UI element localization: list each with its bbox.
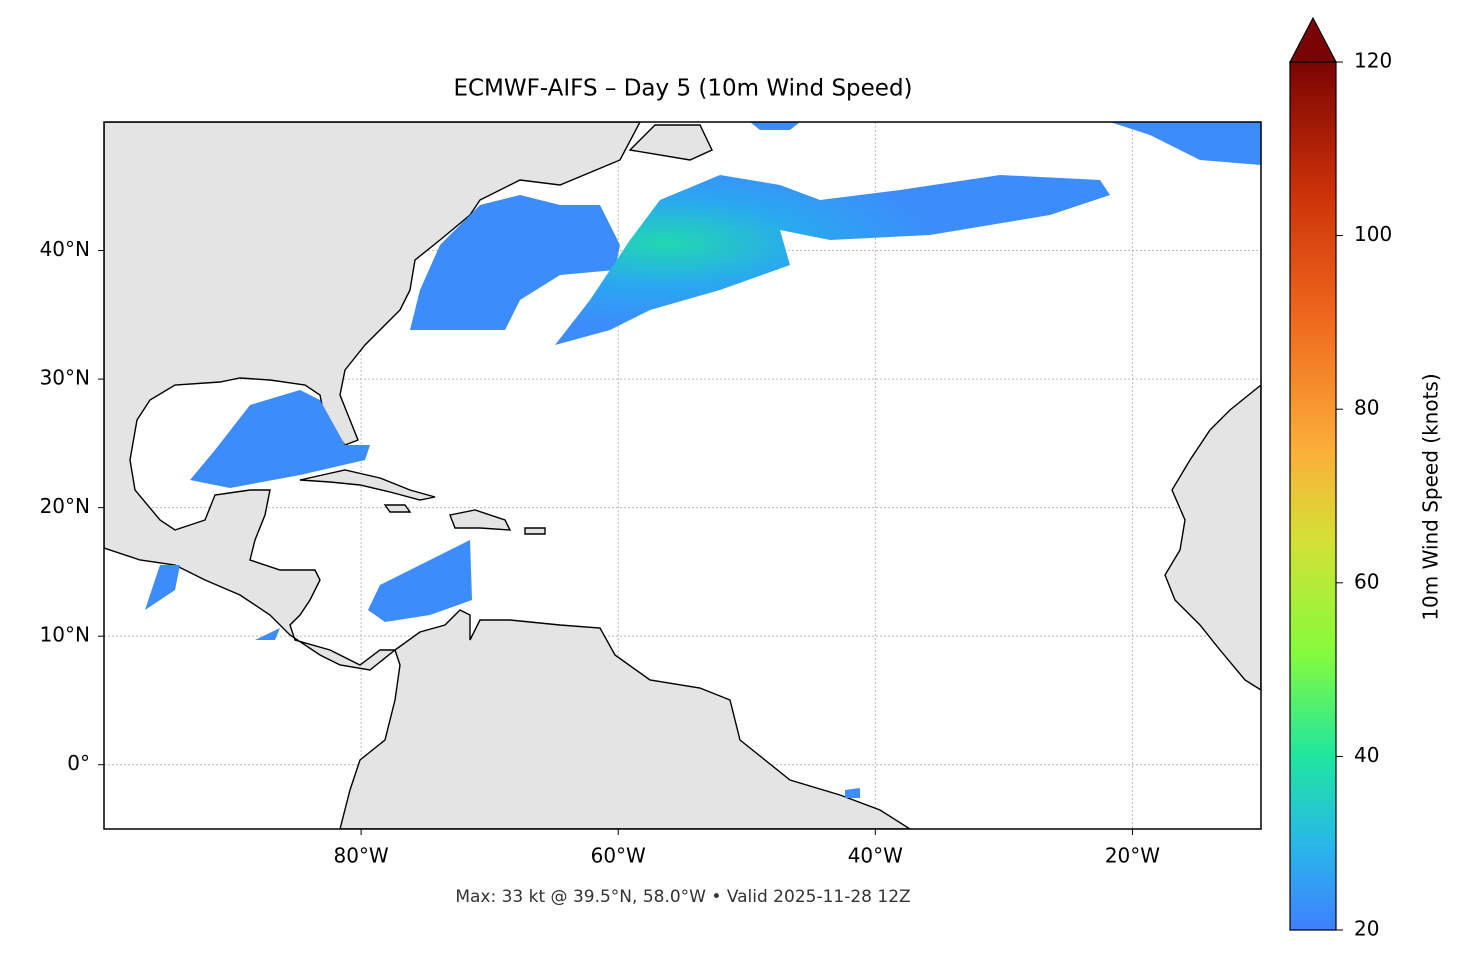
x-tick-label: 60°W bbox=[591, 844, 646, 868]
axes: 80°W 60°W 40°W 20°W 0° 10°N 20°N 30°N 40°N bbox=[40, 237, 1161, 867]
subtitle: Max: 33 kt @ 39.5°N, 58.0°W • Valid 2025… bbox=[455, 887, 910, 907]
y-tick-label: 10°N bbox=[40, 623, 90, 647]
colorbar-tick-label: 60 bbox=[1354, 569, 1379, 593]
colorbar-label: 10m Wind Speed (knots) bbox=[1419, 373, 1443, 620]
colorbar-tick-label: 120 bbox=[1354, 49, 1392, 73]
map-title: ECMWF-AIFS – Day 5 (10m Wind Speed) bbox=[453, 76, 912, 102]
land bbox=[104, 122, 1261, 829]
map-frame bbox=[103, 121, 1262, 830]
y-tick-label: 40°N bbox=[40, 237, 90, 261]
colorbar-tick-label: 100 bbox=[1354, 222, 1392, 246]
colorbar-scale bbox=[1289, 61, 1337, 931]
colorbar-tick-label: 80 bbox=[1354, 396, 1379, 420]
colorbar-tick-label: 40 bbox=[1354, 743, 1379, 767]
y-tick-label: 20°N bbox=[40, 494, 90, 518]
colorbar-extend bbox=[1289, 16, 1337, 63]
colorbar: 20 40 60 80 100 120 bbox=[1289, 16, 1392, 941]
x-tick-label: 80°W bbox=[333, 844, 388, 868]
y-tick-label: 0° bbox=[67, 751, 90, 775]
x-tick-label: 40°W bbox=[848, 844, 903, 868]
x-tick-label: 20°W bbox=[1105, 844, 1160, 868]
colorbar-tick-label: 20 bbox=[1354, 917, 1379, 941]
wind-field bbox=[145, 122, 1261, 798]
map-area bbox=[104, 122, 1261, 829]
y-tick-label: 30°N bbox=[40, 366, 90, 390]
